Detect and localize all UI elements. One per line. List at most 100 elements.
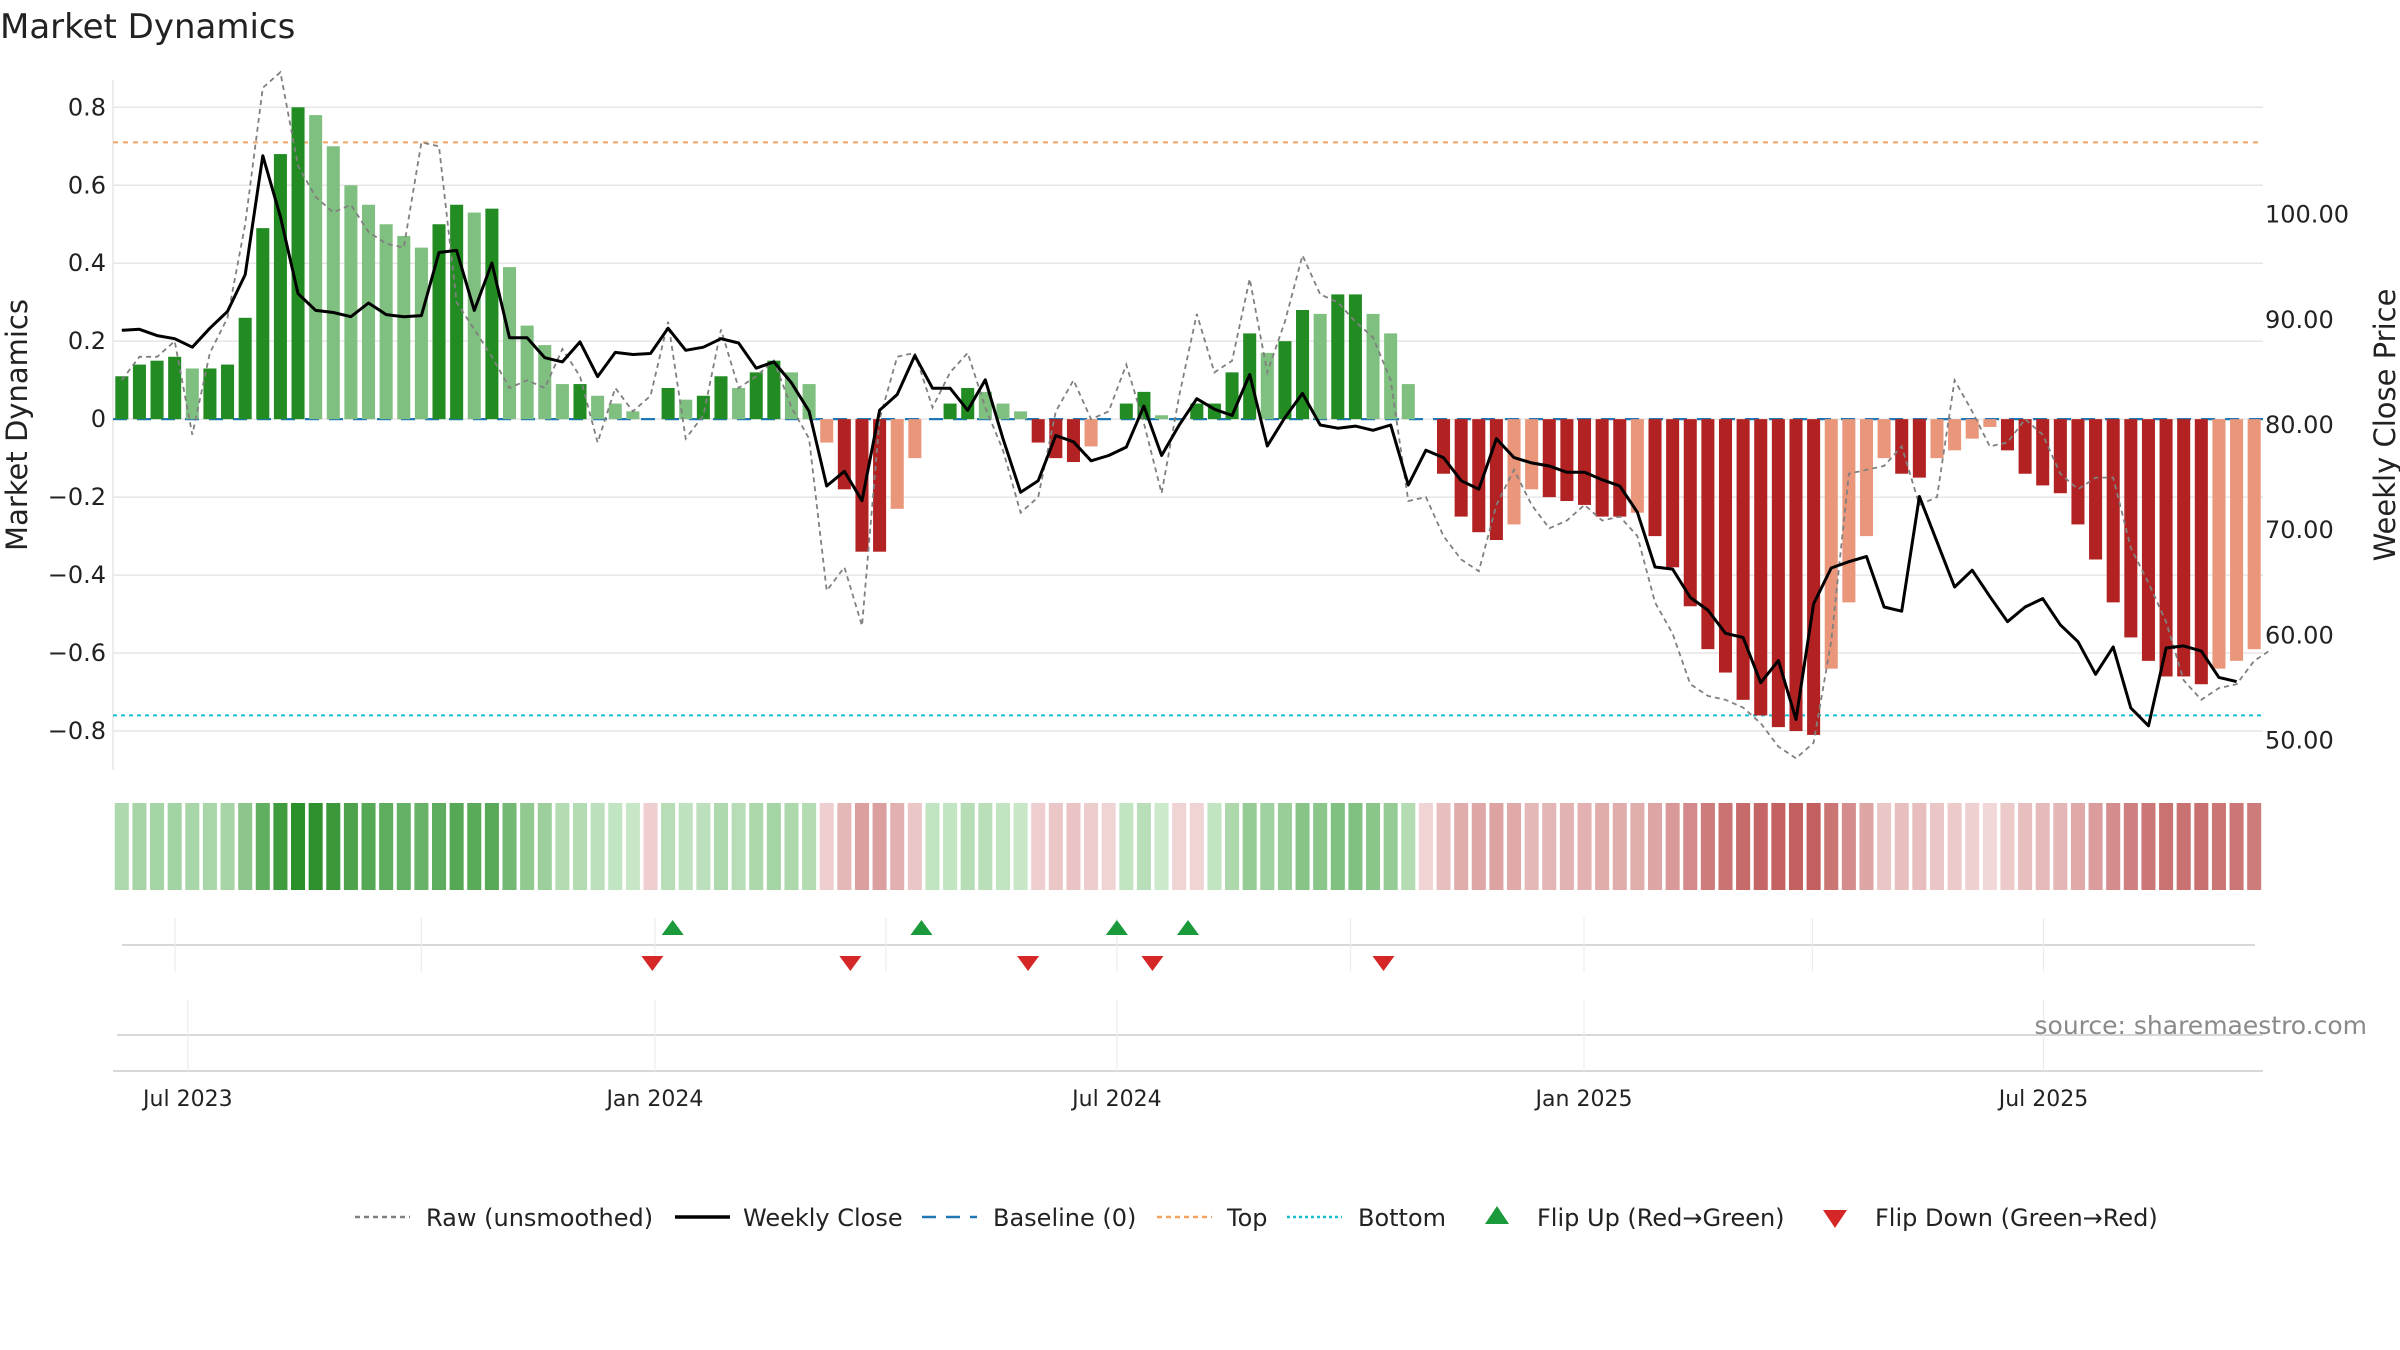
strip-cell-99 [1859,803,1874,890]
bar-104 [1948,419,1962,451]
bar-31 [661,387,675,420]
strip-cell-48 [960,803,975,890]
strip-cell-20 [467,803,482,890]
bar-85 [1613,419,1627,517]
strip-cell-92 [1736,803,1751,890]
y2-tick-label: 100.00 [2265,201,2349,229]
flip-markers-panel [122,918,2255,972]
strip-cell-77 [1471,803,1486,890]
bar-5 [203,368,217,420]
strip-cell-105 [1965,803,1980,890]
strip-cell-98 [1841,803,1856,890]
bar-11 [309,115,323,420]
bar-119 [2212,419,2226,669]
bar-121 [2247,419,2261,650]
legend-item-1: Weekly Close [675,1204,903,1232]
bar-21 [485,208,499,420]
strip-cell-82 [1559,803,1574,890]
bar-55 [1084,419,1098,447]
bar-49 [978,391,992,420]
strip-cell-119 [2211,803,2226,890]
reference-lines [113,141,2263,717]
strip-cell-69 [1330,803,1345,890]
bar-98 [1842,419,1856,603]
flip-up-marker-2 [1105,920,1128,935]
strip-cell-61 [1189,803,1204,890]
strip-cell-120 [2229,803,2244,890]
legend-label: Bottom [1358,1204,1446,1232]
bar-41 [837,419,851,490]
strip-cell-9 [273,803,288,890]
bar-47 [943,403,957,420]
strip-cell-46 [925,803,940,890]
strip-cell-23 [520,803,535,890]
strip-cell-70 [1348,803,1363,890]
y2-tick-label: 50.00 [2265,727,2334,755]
bar-67 [1296,310,1310,420]
strip-cell-101 [1894,803,1909,890]
strip-cell-22 [502,803,517,890]
strip-cell-78 [1489,803,1504,890]
bar-27 [591,395,605,420]
strip-cell-80 [1524,803,1539,890]
legend-item-2: Baseline (0) [922,1204,1136,1232]
y-tick-label: −0.6 [48,639,106,667]
bar-68 [1313,313,1327,420]
bar-33 [696,395,710,420]
bar-28 [608,403,622,420]
bar-97 [1824,419,1838,669]
x-tick-label: Jul 2024 [1070,1087,1162,1112]
bar-2 [150,360,164,420]
bar-44 [890,419,904,509]
strip-cell-25 [555,803,570,890]
strip-cell-45 [907,803,922,890]
bar-73 [1401,384,1415,420]
bar-83 [1577,419,1592,505]
strip-cell-109 [2035,803,2050,890]
strip-cell-21 [484,803,499,890]
strip-cell-13 [343,803,358,890]
strip-cell-116 [2159,803,2174,890]
y2-tick-label: 60.00 [2265,621,2334,649]
bar-79 [1507,419,1521,525]
bar-4 [185,368,199,420]
strip-cell-27 [590,803,605,890]
strip-cell-94 [1771,803,1786,890]
strip-cell-5 [202,803,217,890]
legend-label: Flip Up (Red→Green) [1537,1204,1785,1232]
strip-cell-89 [1683,803,1698,890]
strip-cell-68 [1313,803,1328,890]
strip-cell-15 [379,803,394,890]
bar-116 [2159,419,2173,677]
bar-118 [2194,419,2208,685]
strip-cell-95 [1788,803,1804,890]
bar-34 [714,376,728,420]
right-axis-ticks: 100.00 90.00 80.00 70.00 60.00 50.00 [2265,201,2349,755]
bar-8 [256,228,270,420]
strip-cell-35 [731,803,746,890]
lower-panel [113,1000,2263,1072]
y-tick-label: −0.2 [48,483,106,511]
bar-48 [961,387,975,420]
flip-down-marker-0 [641,956,664,971]
y-tick-label: 0.6 [68,171,106,199]
bar-91 [1718,419,1733,673]
strip-cell-51 [1013,803,1028,890]
bar-76 [1454,419,1468,517]
bar-87 [1648,419,1662,537]
right-axis-title: Weekly Close Price [2368,289,2400,562]
bar-45 [908,419,922,459]
bar-105 [1965,419,1979,439]
strip-cell-81 [1542,803,1557,890]
strip-cell-96 [1806,803,1821,890]
chart-title: Market Dynamics [0,7,295,47]
strip-cell-87 [1647,803,1663,890]
bar-19 [450,204,464,420]
strip-cell-100 [1877,803,1892,890]
bar-14 [362,204,376,420]
bar-103 [1930,419,1944,459]
raw-series [121,70,2273,760]
strip-cell-115 [2141,803,2156,890]
y2-tick-label: 70.00 [2265,516,2334,544]
